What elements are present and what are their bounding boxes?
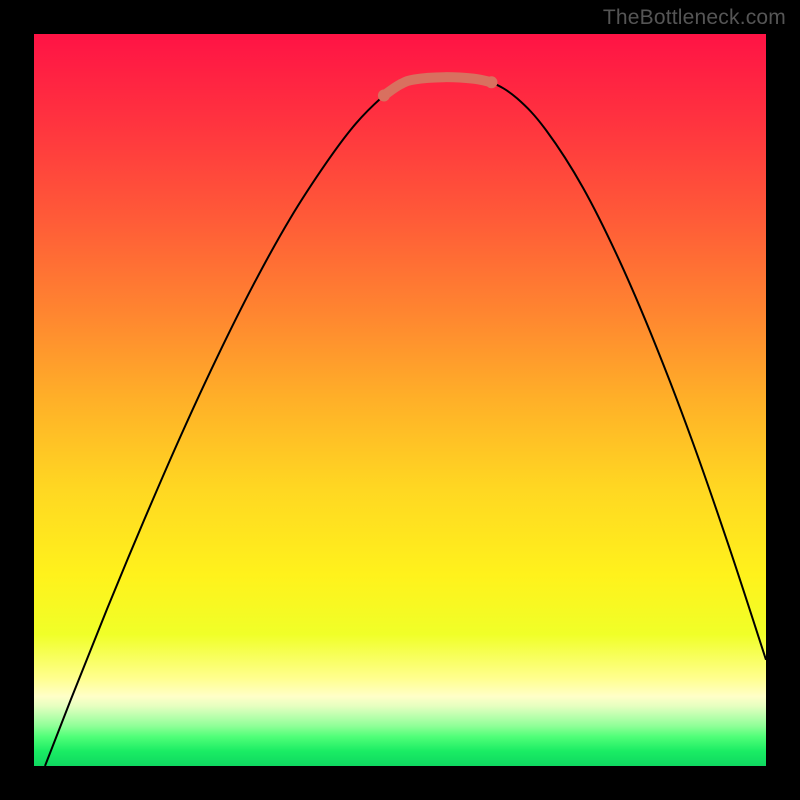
watermark-text: TheBottleneck.com (603, 6, 786, 30)
valley-end-dot (486, 76, 498, 88)
chart-svg (34, 34, 766, 766)
valley-start-dot (378, 89, 390, 101)
chart-background (34, 34, 766, 766)
bottleneck-chart (34, 34, 766, 766)
